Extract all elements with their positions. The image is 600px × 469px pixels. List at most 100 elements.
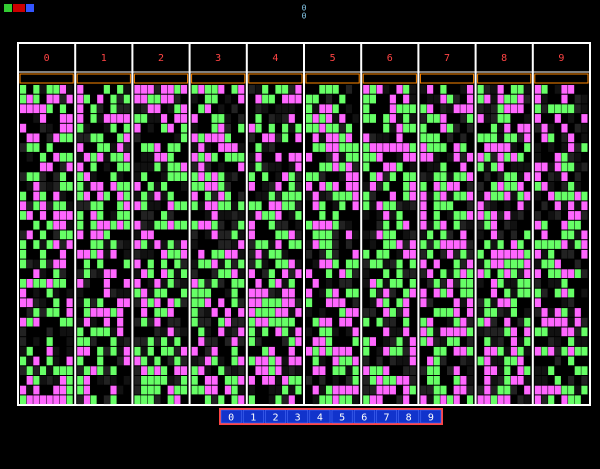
cell xyxy=(490,395,498,405)
cell xyxy=(154,182,161,191)
button-label[interactable]: 7 xyxy=(383,413,389,424)
cell xyxy=(77,143,84,152)
cell xyxy=(369,376,376,385)
cell xyxy=(440,327,447,337)
cell xyxy=(440,220,447,230)
button[interactable] xyxy=(420,409,442,424)
button[interactable] xyxy=(398,409,420,424)
cell xyxy=(134,259,141,269)
cell xyxy=(83,376,90,385)
button[interactable] xyxy=(309,409,331,424)
cell xyxy=(248,327,255,337)
button[interactable] xyxy=(287,409,309,424)
button-label[interactable]: 8 xyxy=(406,413,412,424)
button-label[interactable]: 9 xyxy=(428,413,434,424)
cell xyxy=(396,162,403,172)
cell xyxy=(59,104,67,114)
button-label[interactable]: 0 xyxy=(228,413,234,424)
cell xyxy=(295,259,302,269)
cell xyxy=(117,220,124,230)
cell xyxy=(110,376,117,385)
cell xyxy=(147,211,154,220)
cell xyxy=(345,123,353,133)
cell xyxy=(123,133,130,143)
cell xyxy=(524,279,531,288)
button-label[interactable]: 5 xyxy=(339,413,345,424)
cell xyxy=(319,288,326,298)
cell xyxy=(440,123,447,133)
button[interactable] xyxy=(242,409,264,424)
cell xyxy=(248,288,255,298)
cell xyxy=(77,346,84,356)
cell xyxy=(204,162,212,172)
cell xyxy=(231,327,238,337)
button[interactable] xyxy=(376,409,397,424)
cell xyxy=(453,191,460,201)
cell xyxy=(59,385,67,395)
button-label[interactable]: 1 xyxy=(250,413,256,424)
cell xyxy=(83,259,90,269)
cell xyxy=(161,337,168,346)
button-label[interactable]: 6 xyxy=(361,413,367,424)
cell xyxy=(268,385,275,395)
cell xyxy=(376,366,383,375)
column-strip xyxy=(362,73,417,84)
cell xyxy=(504,191,511,201)
cell xyxy=(524,395,531,405)
cell xyxy=(453,346,460,356)
cell xyxy=(325,162,333,172)
cell xyxy=(282,94,289,104)
cell xyxy=(180,298,188,308)
cell xyxy=(224,152,231,162)
cell xyxy=(26,104,33,114)
cell xyxy=(282,133,289,143)
cell xyxy=(561,230,568,240)
cell xyxy=(453,366,460,375)
cell xyxy=(325,337,333,346)
cell xyxy=(59,191,67,201)
cell xyxy=(255,240,262,249)
cell xyxy=(497,269,504,278)
cell xyxy=(147,337,154,346)
cell xyxy=(97,308,104,317)
cell xyxy=(167,249,174,259)
cell xyxy=(275,279,282,288)
cell xyxy=(39,162,47,172)
cell xyxy=(403,376,410,385)
button-label[interactable]: 4 xyxy=(317,413,323,424)
cell xyxy=(59,182,67,191)
cell xyxy=(396,279,403,288)
cell xyxy=(332,85,339,94)
cell xyxy=(288,259,295,269)
cell xyxy=(409,376,416,385)
cell xyxy=(117,162,124,172)
cell xyxy=(53,240,60,249)
button[interactable] xyxy=(331,409,353,424)
button[interactable] xyxy=(220,409,242,424)
cell xyxy=(376,249,383,259)
cell xyxy=(110,123,117,133)
cell xyxy=(581,230,588,240)
cell xyxy=(504,298,511,308)
cell xyxy=(46,259,53,269)
cell xyxy=(325,346,333,356)
cell xyxy=(141,152,148,162)
button-label[interactable]: 2 xyxy=(272,413,278,424)
button-label[interactable]: 3 xyxy=(295,413,301,424)
cell xyxy=(141,143,148,152)
cell xyxy=(123,152,130,162)
cell xyxy=(548,366,555,375)
cell xyxy=(39,259,47,269)
cell xyxy=(39,279,47,288)
cell xyxy=(497,143,504,152)
cell xyxy=(369,298,376,308)
cell xyxy=(134,220,141,230)
button[interactable] xyxy=(265,409,286,424)
cell xyxy=(477,298,484,308)
button[interactable] xyxy=(353,409,375,424)
cell xyxy=(574,327,581,337)
cell xyxy=(123,220,130,230)
cell xyxy=(141,94,148,104)
cell xyxy=(218,259,225,269)
cell xyxy=(218,220,225,230)
